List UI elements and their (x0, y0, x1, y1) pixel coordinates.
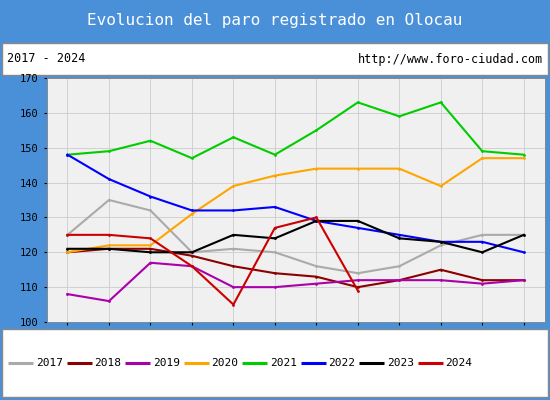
Text: 2020: 2020 (211, 358, 238, 368)
Text: http://www.foro-ciudad.com: http://www.foro-ciudad.com (358, 52, 543, 66)
Text: 2021: 2021 (270, 358, 297, 368)
Text: 2022: 2022 (328, 358, 355, 368)
Text: Evolucion del paro registrado en Olocau: Evolucion del paro registrado en Olocau (87, 14, 463, 28)
Text: 2017: 2017 (36, 358, 63, 368)
Text: 2018: 2018 (94, 358, 122, 368)
Text: 2017 - 2024: 2017 - 2024 (7, 52, 85, 66)
Text: 2019: 2019 (153, 358, 180, 368)
Text: 2023: 2023 (387, 358, 414, 368)
Text: 2024: 2024 (446, 358, 472, 368)
